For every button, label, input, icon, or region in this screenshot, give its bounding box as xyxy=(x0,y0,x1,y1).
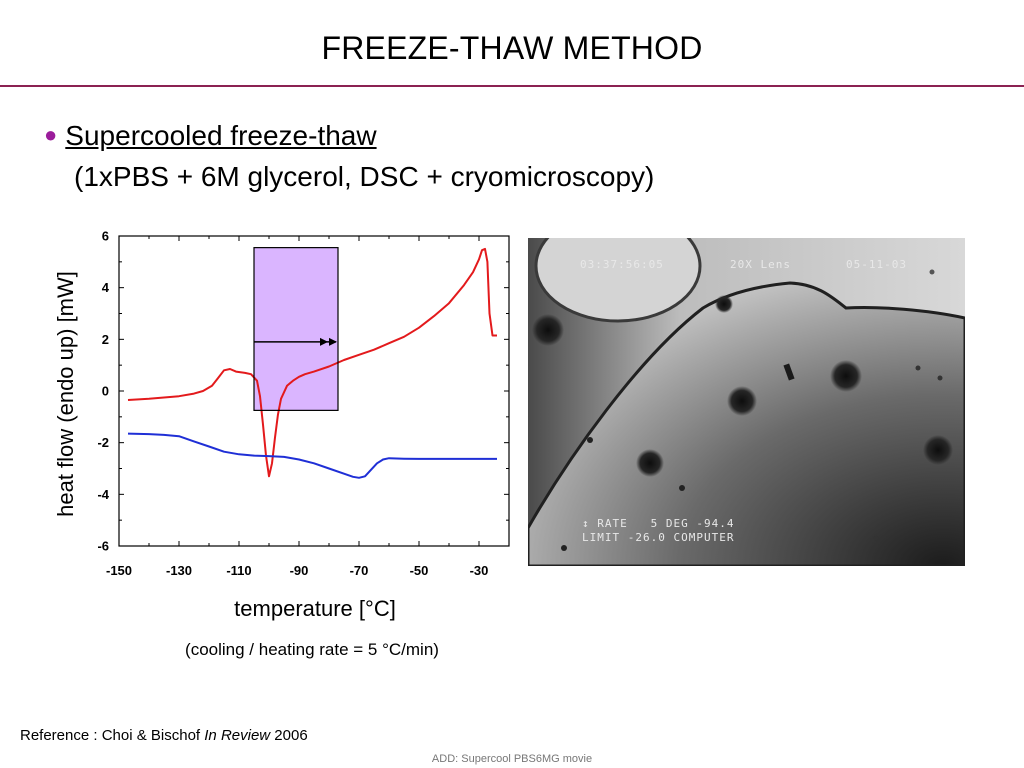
reference-line: Reference : Choi & Bischof In Review 200… xyxy=(20,727,308,744)
bullet-heading: Supercooled freeze-thaw xyxy=(65,120,377,151)
slide-title: FREEZE-THAW METHOD xyxy=(321,30,703,66)
osd-limit: LIMIT -26.0 COMPUTER xyxy=(582,531,735,544)
reference-suffix: 2006 xyxy=(270,727,308,744)
y-tick-label: -4 xyxy=(97,487,109,502)
y-tick-label: 4 xyxy=(102,280,110,295)
osd-timecode: 03:37:56:05 xyxy=(580,258,664,271)
reference-prefix: Reference : Choi & Bischof xyxy=(20,727,205,744)
y-tick-label: 0 xyxy=(102,384,109,399)
y-tick-label: 2 xyxy=(102,332,109,347)
series-line-2 xyxy=(127,432,497,479)
bullet-item: ● Supercooled freeze-thaw xyxy=(44,120,377,152)
x-tick-label: -50 xyxy=(410,563,429,578)
x-axis-label: temperature [°C] xyxy=(234,596,396,621)
cryomicroscopy-image: 03:37:56:05 20X Lens 05-11-03 ↕ RATE 5 D… xyxy=(528,238,965,566)
bullet-subtext: (1xPBS + 6M glycerol, DSC + cryomicrosco… xyxy=(74,161,655,192)
footer-note: ADD: Supercool PBS6MG movie xyxy=(431,753,593,765)
x-tick-label: -90 xyxy=(290,563,309,578)
x-tick-label: -130 xyxy=(166,563,192,578)
y-tick-label: -6 xyxy=(97,539,109,554)
bullet-dot-icon: ● xyxy=(44,122,58,147)
osd-date: 05-11-03 xyxy=(846,258,907,271)
arrow-head xyxy=(329,337,337,346)
micrograph-drawing xyxy=(528,238,965,566)
x-tick-label: -70 xyxy=(350,563,369,578)
y-axis-label: heat flow (endo up) [mW] xyxy=(53,271,78,517)
y-tick-label: -2 xyxy=(97,435,109,450)
arrow-head xyxy=(320,337,328,346)
osd-lens: 20X Lens xyxy=(730,258,791,271)
title-divider xyxy=(0,85,1024,87)
x-tick-label: -150 xyxy=(106,563,132,578)
series-line-1 xyxy=(127,247,497,478)
shaded-region xyxy=(254,247,338,411)
y-tick-label: 6 xyxy=(102,229,109,244)
x-tick-label: -110 xyxy=(226,563,251,578)
osd-rate: ↕ RATE 5 DEG -94.4 xyxy=(582,517,735,530)
x-tick-label: -30 xyxy=(470,563,489,578)
shaded-region-border xyxy=(253,247,339,411)
rate-note: (cooling / heating rate = 5 °C/min) xyxy=(185,640,439,659)
reference-italic: In Review xyxy=(204,727,271,744)
